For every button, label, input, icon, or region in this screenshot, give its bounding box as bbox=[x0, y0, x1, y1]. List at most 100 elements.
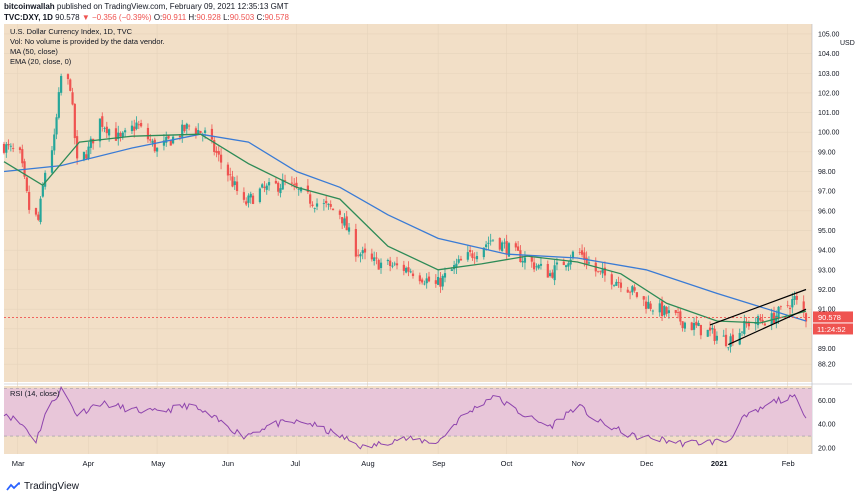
candle-body bbox=[18, 147, 22, 151]
time-tick-label: Feb bbox=[782, 459, 795, 468]
candle-body bbox=[580, 250, 584, 255]
price-tick-label: 92.00 bbox=[818, 287, 836, 294]
candle-body bbox=[553, 265, 556, 281]
candle-body bbox=[267, 182, 271, 186]
time-tick-label: Jun bbox=[222, 459, 234, 468]
time-tick-label: Mar bbox=[12, 459, 25, 468]
candle-body bbox=[628, 291, 632, 293]
rsi-legend: RSI (14, close) bbox=[10, 389, 60, 398]
candle-body bbox=[167, 134, 170, 139]
candle-body bbox=[217, 151, 220, 155]
candle-body bbox=[651, 310, 655, 312]
candle-body bbox=[28, 191, 31, 210]
legend-volume: Vol: No volume is provided by the data v… bbox=[10, 37, 165, 46]
candle-body bbox=[711, 328, 714, 330]
candle-body bbox=[114, 128, 118, 141]
candle-body bbox=[178, 135, 182, 138]
candle-body bbox=[583, 252, 586, 260]
candle-body bbox=[517, 246, 520, 251]
price-tick-label: 88.20 bbox=[818, 362, 836, 369]
candle-body bbox=[505, 241, 508, 255]
candle-body bbox=[612, 284, 616, 286]
candle-body bbox=[743, 320, 746, 335]
candle-body bbox=[407, 267, 410, 272]
candle-body bbox=[87, 146, 90, 159]
candle-body bbox=[370, 253, 373, 260]
candle-body bbox=[44, 172, 47, 187]
candle-body bbox=[357, 254, 360, 256]
candle-body bbox=[699, 324, 702, 336]
candle-body bbox=[530, 256, 533, 262]
candle-body bbox=[153, 139, 156, 152]
candle-body bbox=[697, 322, 700, 326]
candle-body bbox=[41, 185, 44, 197]
candle-body bbox=[763, 323, 766, 326]
candle-body bbox=[373, 257, 376, 262]
candle-body bbox=[331, 208, 335, 210]
candle-body bbox=[226, 164, 230, 176]
time-tick-label: Sep bbox=[432, 459, 445, 468]
open-label: O: bbox=[153, 13, 163, 22]
candle-body bbox=[469, 249, 472, 253]
time-tick-label: Apr bbox=[83, 459, 95, 468]
candle-body bbox=[39, 198, 42, 223]
candle-body bbox=[724, 334, 728, 347]
candle-body bbox=[103, 128, 106, 129]
candle-body bbox=[146, 127, 150, 140]
candle-body bbox=[708, 327, 712, 331]
rsi-tick-label: 60.00 bbox=[818, 398, 836, 405]
candle-body bbox=[9, 145, 12, 147]
candle-body bbox=[210, 128, 214, 140]
candle-body bbox=[185, 123, 188, 129]
candle-body bbox=[315, 203, 319, 207]
legend-ma: MA (50, close) bbox=[10, 47, 58, 56]
chart-canvas[interactable]: 88.2089.0090.0091.0092.0093.0094.0095.00… bbox=[0, 24, 860, 478]
price-tick-label: 91.00 bbox=[818, 307, 836, 314]
candle-body bbox=[756, 316, 760, 326]
candle-body bbox=[459, 258, 463, 261]
price-pane[interactable] bbox=[4, 24, 812, 382]
candle-body bbox=[139, 123, 143, 127]
time-tick-label: 2021 bbox=[711, 459, 728, 468]
candle-body bbox=[338, 210, 341, 215]
candle-body bbox=[754, 322, 757, 325]
trend-channel[interactable] bbox=[709, 288, 807, 346]
channel-lower-line[interactable] bbox=[728, 308, 807, 346]
candle-body bbox=[82, 151, 86, 160]
candle-body bbox=[199, 130, 202, 134]
channel-upper-line[interactable] bbox=[709, 288, 807, 326]
candle-body bbox=[501, 242, 504, 251]
price-tag: 90.578 11:24:52 bbox=[813, 311, 853, 335]
tradingview-logo[interactable]: TradingView bbox=[6, 481, 79, 492]
candle-body bbox=[329, 204, 332, 207]
time-tick-label: Aug bbox=[361, 459, 374, 468]
price-tick-label: 93.00 bbox=[818, 267, 836, 274]
candle-body bbox=[418, 275, 421, 282]
candle-body bbox=[293, 183, 296, 185]
publisher-name[interactable]: bitcoinwallah bbox=[4, 2, 55, 11]
candle-body bbox=[485, 244, 488, 248]
candle-body bbox=[203, 130, 207, 133]
time-axis[interactable]: Mar Apr May Jun Jul Aug Sep Oct Nov Dec 2021 Feb bbox=[12, 459, 795, 468]
candle-body bbox=[265, 185, 268, 190]
candle-body bbox=[567, 263, 570, 267]
candle-body bbox=[299, 187, 303, 192]
candle-body bbox=[279, 188, 282, 194]
candle-body bbox=[389, 260, 392, 267]
candle-body bbox=[745, 323, 748, 325]
candle-body bbox=[229, 174, 232, 176]
candle-body bbox=[439, 277, 442, 287]
candle-body bbox=[523, 257, 527, 263]
candle-body bbox=[535, 266, 538, 268]
candle-body bbox=[405, 267, 408, 273]
candle-body bbox=[551, 272, 554, 278]
candle-body bbox=[695, 321, 698, 326]
candle-body bbox=[274, 180, 278, 184]
low-value: 90.503 bbox=[229, 13, 255, 22]
candle-body bbox=[151, 140, 154, 143]
candle-body bbox=[50, 150, 54, 173]
candle-body bbox=[306, 185, 309, 193]
candle-body bbox=[89, 138, 92, 148]
candle-body bbox=[249, 193, 252, 198]
candle-body bbox=[532, 262, 536, 270]
